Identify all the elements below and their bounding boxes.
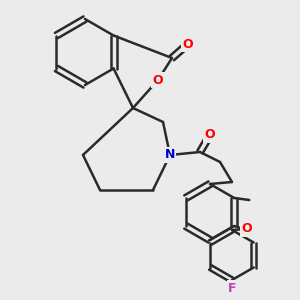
Text: O: O xyxy=(153,74,163,86)
Text: N: N xyxy=(165,148,175,161)
Text: O: O xyxy=(205,128,215,142)
Text: F: F xyxy=(228,281,236,295)
Text: O: O xyxy=(241,223,252,236)
Text: O: O xyxy=(183,38,193,50)
